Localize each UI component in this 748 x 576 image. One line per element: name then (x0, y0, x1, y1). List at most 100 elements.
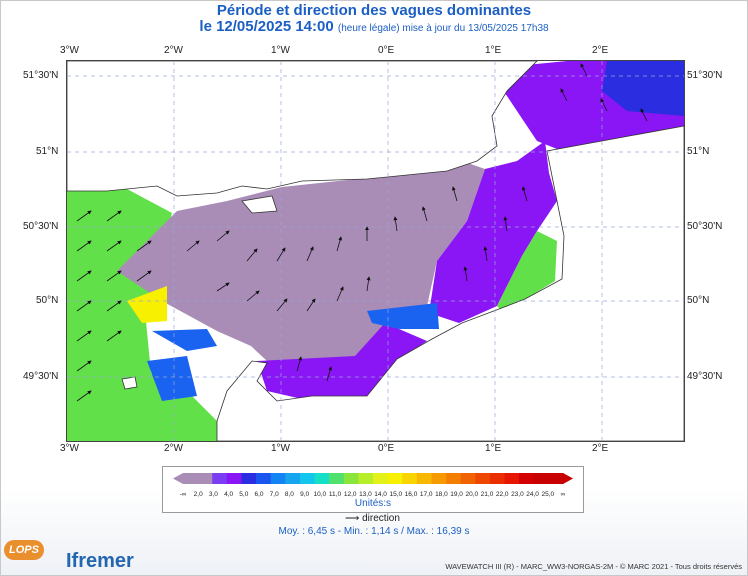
legend-swatch (519, 473, 535, 484)
legend-tick-label: 20,0 (465, 491, 479, 498)
legend-tick-label: 6,0 (254, 491, 264, 498)
map-date: le 12/05/2025 14:00 (heure légale) mise … (0, 18, 748, 35)
lon-label-0e-bottom: 0°E (378, 443, 395, 454)
legend-swatch (197, 473, 213, 484)
lat-label-50-30-left: 50°30'N (23, 221, 59, 232)
lat-label-51-30-left: 51°30'N (23, 70, 59, 81)
legend-swatch (475, 473, 491, 484)
legend-unit-text: Unités (354, 498, 384, 509)
lat-label-50-left: 50°N (36, 295, 59, 306)
legend-swatch (343, 473, 359, 484)
legend-tick-label: 22,0 (495, 491, 509, 498)
direction-label: direction (362, 513, 400, 524)
wave-map-svg (67, 61, 684, 441)
lon-label-1e-top: 1°E (485, 45, 502, 56)
stats-line: Moy. : 6,45 s - Min. : 1,14 s / Max. : 1… (278, 526, 470, 537)
legend-unit: Unités:s (354, 498, 392, 509)
sea-blue-northeast (602, 61, 684, 116)
legend-swatch (460, 473, 476, 484)
legend-tick-label: 18,0 (435, 491, 448, 498)
sea-green-southeast (497, 231, 557, 316)
lon-label-1w-bottom: 1°W (271, 443, 290, 454)
legend-tick-label: -∞ (179, 491, 187, 498)
legend-swatch (446, 473, 462, 484)
credit-text: WAVEWATCH III (R) - MARC_WW3-NORGAS-2M -… (445, 562, 742, 571)
legend-swatch (431, 473, 447, 484)
land-channel-islands (121, 376, 138, 390)
legend-swatch (285, 473, 301, 484)
lon-label-1e-bottom: 1°E (485, 443, 502, 454)
lon-label-2w-bottom: 2°W (164, 443, 183, 454)
arrow-icon: ⟶ (345, 513, 360, 524)
legend-tick-label: 10,0 (313, 491, 327, 498)
wave-map[interactable] (66, 60, 685, 442)
direction-arrows (76, 63, 648, 402)
lon-label-3w-top: 3°W (60, 45, 79, 56)
legend-swatch (373, 473, 389, 484)
lon-label-3w-bottom: 3°W (60, 443, 79, 454)
legend-tick-label: 7,0 (269, 491, 279, 498)
legend-tip-left (173, 473, 183, 484)
legend-tick-label: 12,0 (343, 491, 357, 498)
color-legend: -∞ 2,0 3,0 4,0 5,0 6,0 7,0 8,0 9,0 10,0 11,0 12,0 13… (162, 466, 584, 513)
legend-tick-label: 9,0 (300, 491, 310, 498)
legend-tip-right (563, 473, 573, 484)
legend-tick-label: 4,0 (224, 491, 234, 498)
lon-label-1w-top: 1°W (271, 45, 290, 56)
legend-tick-label: 8,0 (284, 491, 294, 498)
land-france (216, 125, 684, 441)
direction-legend: ⟶ direction (345, 513, 400, 524)
legend-swatch (329, 473, 345, 484)
map-title: Période et direction des vagues dominant… (216, 2, 532, 19)
lon-label-2e-bottom: 2°E (592, 443, 609, 454)
legend-tick-label: 25,0 (541, 491, 555, 498)
legend-tick-label: 15,0 (389, 491, 403, 498)
lat-label-51-left: 51°N (36, 146, 59, 157)
land-isle-of-wight (241, 195, 278, 214)
legend-swatch (489, 473, 506, 484)
legend-swatch (270, 473, 286, 484)
legend-tick-label: 13,0 (359, 491, 372, 498)
legend-swatch (504, 473, 520, 484)
legend-swatch (241, 473, 257, 484)
legend-swatch (226, 473, 242, 484)
legend-tick-label: 23,0 (511, 491, 524, 498)
ifremer-logo: Ifremer (66, 550, 134, 572)
legend-tick-label: 14,0 (374, 491, 387, 498)
sea-yellow-west (127, 286, 167, 323)
legend-swatch (183, 473, 199, 484)
lon-label-2e-top: 2°E (592, 45, 609, 56)
legend-tick-label: 11,0 (328, 491, 342, 498)
lat-label-51-30-right: 51°30'N (687, 70, 723, 81)
legend-swatch (533, 473, 549, 484)
legend-tick-label: ∞ (560, 491, 566, 498)
date-label: le 12/05/2025 14:00 (199, 18, 334, 35)
legend-swatch (387, 473, 403, 484)
graticule (67, 61, 684, 441)
lat-label-49-30-left: 49°30'N (23, 371, 59, 382)
legend-colorbar (173, 473, 573, 484)
legend-tick-label: 5,0 (239, 491, 249, 498)
lon-label-2w-top: 2°W (164, 45, 183, 56)
legend-swatch (402, 473, 418, 484)
legend-tick-label: 3,0 (208, 491, 218, 498)
legend-swatch (416, 473, 432, 484)
legend-tick-label: 16,0 (404, 491, 418, 498)
legend-swatch (314, 473, 330, 484)
legend-tick-label: 19,0 (450, 491, 463, 498)
lat-label-50-30-right: 50°30'N (687, 221, 723, 232)
legend-swatch (548, 473, 564, 484)
lat-label-51-right: 51°N (687, 146, 710, 157)
legend-swatch (212, 473, 228, 484)
legend-tick-label: 24,0 (526, 491, 539, 498)
legend-swatch (256, 473, 272, 484)
legend-tick-label: 21,0 (480, 491, 494, 498)
legend-swatch (299, 473, 316, 484)
sea-blue-west (152, 329, 217, 351)
lops-logo: LOPS (4, 540, 44, 560)
sea-blue-sw (147, 356, 197, 401)
legend-swatch (358, 473, 374, 484)
lat-label-50-right: 50°N (687, 295, 710, 306)
land-england (67, 61, 538, 197)
legend-tick-label: 17,0 (419, 491, 433, 498)
